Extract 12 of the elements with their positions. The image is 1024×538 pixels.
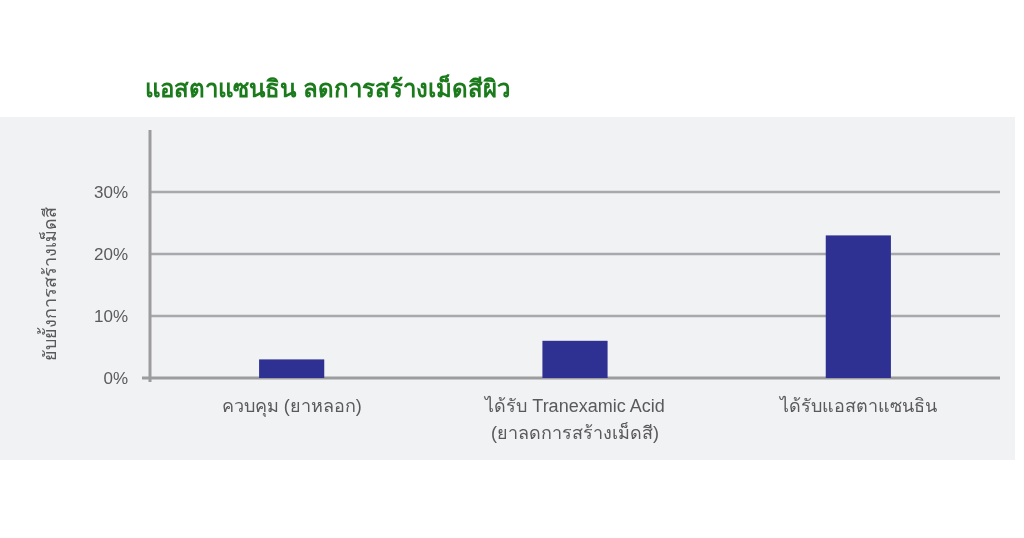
bar: [259, 359, 325, 378]
y-tick-label: 20%: [93, 244, 128, 264]
bar: [825, 235, 891, 378]
x-tick-label: ควบคุม (ยาหลอก): [221, 396, 362, 417]
chart-title: แอสตาแซนธิน ลดการสร้างเม็ดสีผิว: [145, 74, 510, 102]
x-tick-label: ได้รับ Tranexamic Acid (ยาลดการสร้างเม็ดสี): [483, 395, 665, 443]
y-tick-label: 10%: [93, 306, 128, 326]
x-tick-label: ได้รับแอสตาแซนธิน: [777, 395, 937, 416]
y-tick-label: 0%: [103, 368, 128, 388]
y-tick-label: 30%: [93, 182, 128, 202]
y-axis-title: ยับยั้งการสร้างเม็ดสี: [37, 207, 60, 361]
bar: [542, 340, 608, 378]
